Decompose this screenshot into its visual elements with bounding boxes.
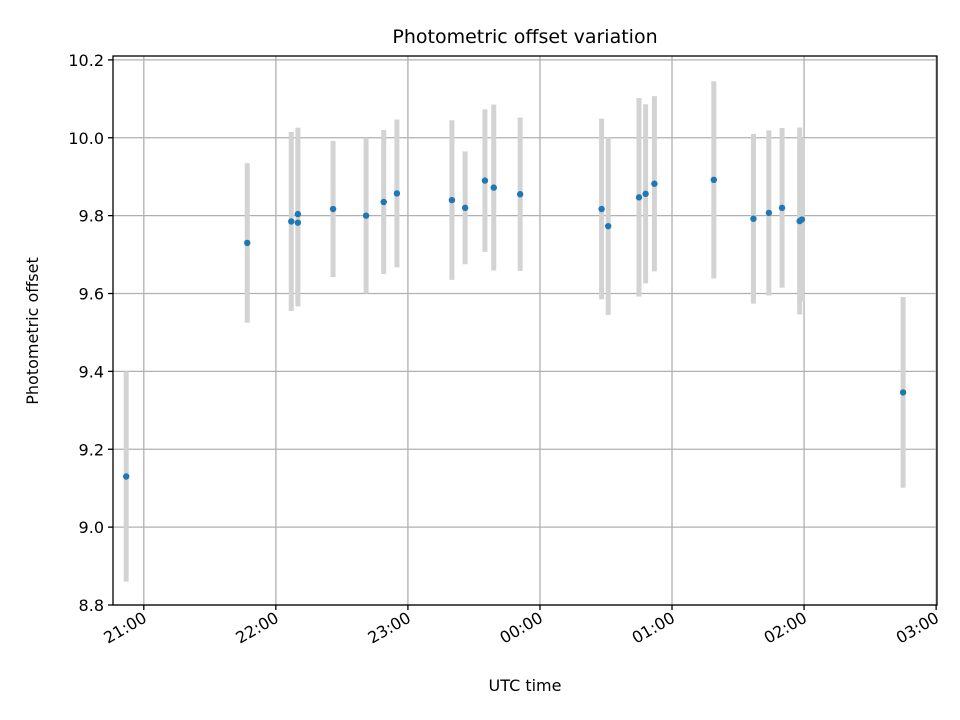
x-tick-label: 00:00 xyxy=(497,608,546,648)
data-point xyxy=(604,222,612,230)
x-tick-label: 21:00 xyxy=(100,608,149,648)
y-tick-label: 9.6 xyxy=(79,285,104,304)
x-axis-label: UTC time xyxy=(489,676,562,695)
x-tick-label: 01:00 xyxy=(629,608,678,648)
data-point xyxy=(598,205,605,213)
data-point xyxy=(899,389,907,396)
data-point xyxy=(294,219,302,226)
plot-frame xyxy=(112,55,938,606)
error-bars xyxy=(123,81,906,582)
data-point xyxy=(798,216,806,223)
data-point xyxy=(778,204,786,212)
y-tick-label: 9.0 xyxy=(79,518,104,537)
data-point xyxy=(329,205,337,213)
data-point xyxy=(765,209,773,217)
y-axis-label: Photometric offset xyxy=(23,257,42,405)
y-gridlines xyxy=(113,59,937,606)
x-tick-label: 22:00 xyxy=(232,608,281,648)
data-point xyxy=(481,177,489,184)
data-points xyxy=(123,176,907,480)
data-point xyxy=(393,190,401,197)
chart-title: Photometric offset variation xyxy=(392,26,657,48)
y-tick-label: 10.2 xyxy=(68,51,104,70)
data-point xyxy=(635,194,643,201)
x-axis-ticks: 21:00 22:00 23:00 00:00 01:00 02:00 03:00 xyxy=(100,605,942,648)
x-tick-label: 23:00 xyxy=(364,608,413,648)
x-tick-label: 03:00 xyxy=(893,608,942,648)
x-tick-label: 02:00 xyxy=(761,608,810,648)
data-point xyxy=(294,210,302,218)
data-point xyxy=(380,198,387,206)
y-tick-label: 10.0 xyxy=(68,129,104,148)
y-tick-label: 9.8 xyxy=(79,207,104,226)
data-point xyxy=(288,218,295,225)
data-point xyxy=(516,191,524,198)
data-point xyxy=(710,176,718,184)
y-tick-label: 8.8 xyxy=(79,596,104,615)
y-axis-ticks: 8.8 9.0 9.2 9.4 9.6 9.8 10.0 10.2 xyxy=(68,51,113,615)
data-point xyxy=(461,204,469,212)
data-point xyxy=(244,239,251,247)
data-point xyxy=(642,190,649,198)
data-point xyxy=(490,184,497,191)
data-point xyxy=(750,215,757,222)
data-point xyxy=(123,473,130,480)
data-point xyxy=(362,212,370,219)
data-point xyxy=(651,180,658,187)
y-tick-label: 9.2 xyxy=(79,440,104,459)
y-tick-label: 9.4 xyxy=(79,362,104,381)
data-point xyxy=(448,196,456,204)
